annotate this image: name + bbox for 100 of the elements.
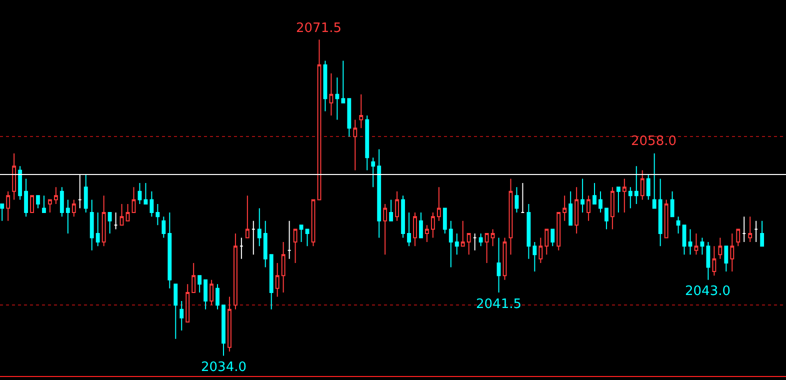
candlestick: [36, 195, 40, 209]
candlestick: [670, 190, 674, 218]
candlestick: [622, 178, 626, 213]
candlestick: [84, 174, 88, 213]
candlestick: [228, 296, 232, 352]
candlestick: [676, 216, 680, 234]
candlestick: [760, 220, 764, 247]
candlestick: [550, 228, 555, 247]
candlestick: [305, 228, 310, 247]
candlestick: [66, 199, 70, 234]
candlestick: [245, 195, 250, 238]
candlestick: [293, 228, 298, 264]
candlestick: [24, 178, 28, 218]
candlestick: [407, 212, 411, 247]
candlestick: [383, 204, 388, 256]
candlestick: [257, 208, 262, 247]
candlestick: [640, 170, 644, 200]
candlestick: [502, 237, 507, 280]
candlestick: [30, 195, 34, 213]
candlestick: [269, 254, 274, 310]
candlestick: [102, 195, 106, 247]
candlestick: [371, 157, 376, 188]
candlestick: [514, 186, 519, 213]
candlestick: [198, 275, 202, 294]
candlestick: [138, 182, 142, 205]
candlestick: [610, 186, 614, 230]
candlestick: [156, 204, 160, 226]
annotation: 2034.0: [201, 360, 246, 375]
candlestick: [652, 152, 656, 209]
candlestick: [0, 204, 4, 222]
candlestick: [460, 220, 465, 247]
candlestick: [192, 262, 196, 294]
annotation: 2043.0: [685, 284, 730, 299]
annotation: 2058.0: [631, 134, 676, 149]
candlestick: [604, 208, 608, 230]
candlestick: [180, 300, 184, 331]
candlestick: [568, 190, 573, 226]
candlestick: [748, 216, 752, 242]
annotation: 2071.5: [296, 21, 342, 36]
candlestick: [430, 212, 435, 238]
candlestick: [413, 212, 417, 247]
candlestick: [574, 186, 579, 234]
candlestick: [592, 182, 596, 205]
candlestick: [466, 233, 471, 256]
candlestick: [359, 94, 364, 129]
candlestick: [6, 190, 10, 222]
candlestick: [694, 233, 698, 256]
candlestick: [365, 115, 370, 171]
candlestick: [532, 241, 537, 272]
candlestick: [544, 228, 549, 256]
candlestick: [395, 190, 400, 222]
candlestick: [682, 224, 686, 256]
candlestick: [526, 204, 531, 260]
annotation: 2041.5: [476, 297, 522, 312]
candlestick: [454, 233, 459, 256]
candlestick: [478, 233, 483, 247]
candlestick: [251, 220, 256, 256]
candlestick: [329, 72, 334, 116]
candlestick: [628, 186, 632, 209]
candlestick: [700, 237, 704, 256]
candlestick: [520, 182, 525, 213]
candlestick: [335, 77, 340, 120]
candlestick: [389, 199, 394, 222]
candlestick: [323, 60, 328, 112]
candlestick: [562, 195, 567, 222]
candlestick: [120, 204, 124, 226]
candlestick: [347, 98, 352, 138]
candlestick: [496, 237, 501, 294]
candlestick: [442, 208, 447, 234]
candlestick: [484, 233, 489, 264]
candlestick: [724, 246, 728, 272]
candlestick: [239, 237, 244, 260]
candlestick: [436, 186, 441, 222]
candlestick: [222, 304, 226, 356]
candlestick: [448, 220, 453, 268]
candlestick: [754, 220, 758, 242]
candlestick: [174, 284, 178, 340]
candlestick: [162, 216, 166, 238]
candlestick: [126, 204, 130, 222]
candlestick: [472, 233, 477, 251]
candlestick: [658, 178, 662, 247]
candlestick: [712, 246, 716, 276]
candlestick: [556, 212, 561, 251]
candlestick: [616, 186, 620, 213]
candlestick: [234, 233, 238, 310]
candlestick: [42, 195, 46, 213]
candlestick: [742, 216, 746, 242]
candlestick: [186, 284, 190, 323]
candlestick: [210, 279, 214, 306]
candlestick: [598, 190, 602, 213]
candlestick: [736, 228, 740, 247]
candlestick: [299, 224, 304, 242]
candlestick: [706, 241, 710, 280]
candlestick: [60, 186, 64, 218]
candlestick: [580, 178, 585, 213]
candlestick: [634, 166, 638, 205]
candlestick: [275, 262, 280, 298]
candlestick: [96, 212, 100, 247]
candlestick: [287, 220, 292, 260]
candlestick: [114, 212, 118, 230]
